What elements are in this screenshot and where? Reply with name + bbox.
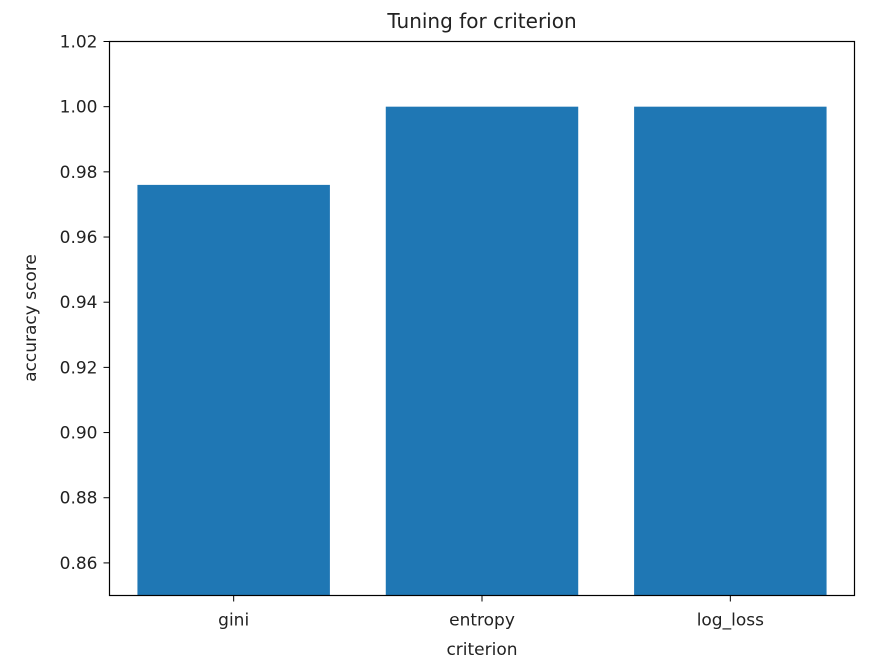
y-tick-label: 1.00 [60,98,98,118]
x-tick-label: gini [218,611,249,631]
y-axis: 0.86 0.88 0.90 0.92 0.94 0.96 0.98 1.00 1.02 [60,33,110,574]
y-tick-label: 0.94 [60,293,98,313]
x-tick-label: entropy [449,611,515,631]
plot-frame [108,40,856,597]
y-tick-label: 0.96 [60,228,98,248]
y-tick-label: 0.86 [60,554,98,574]
x-axis: gini entropy log_loss [218,595,764,631]
chart-title: Tuning for criterion [386,9,576,33]
y-axis-label: accuracy score [21,254,41,382]
bar-log_loss [634,106,827,596]
x-axis-label: criterion [446,640,517,660]
x-tick-label: log_loss [697,611,764,631]
y-tick-label: 0.90 [60,424,98,444]
y-tick-label: 1.02 [60,33,98,53]
y-tick-label: 0.88 [60,489,98,509]
y-tick-label: 0.92 [60,358,98,378]
bars-group [137,106,827,596]
bar-gini [137,184,330,596]
y-tick-label: 0.98 [60,163,98,183]
bar-entropy [385,106,579,596]
